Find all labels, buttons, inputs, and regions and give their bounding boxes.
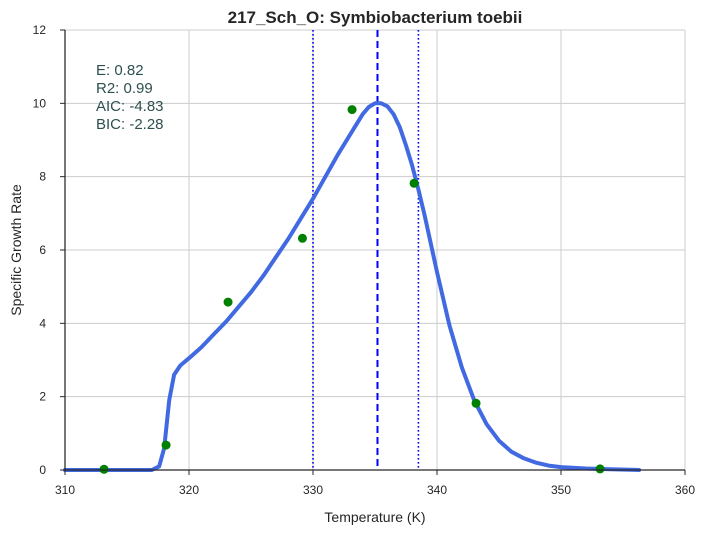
fit-statistic-line: E: 0.82 [96,62,144,79]
x-tick-label: 310 [55,483,75,497]
x-axis-label: Temperature (K) [324,509,425,525]
data-point [223,297,233,307]
x-tick-label: 340 [427,483,447,497]
y-tick-label: 12 [33,23,47,37]
chart-title: 217_Sch_O: Symbiobacterium toebii [228,8,523,27]
data-point [409,178,419,188]
y-axis-label: Specific Growth Rate [8,184,24,316]
y-tick-label: 8 [39,170,46,184]
data-points [99,105,605,474]
reference-lines [312,30,420,470]
y-tick-label: 10 [33,96,47,110]
data-point [161,440,171,450]
x-tick-label: 350 [551,483,571,497]
fit-statistic-line: R2: 0.99 [96,80,153,97]
y-tick-label: 4 [39,316,46,330]
y-tick-label: 2 [39,390,46,404]
y-tick-labels: 0 2 4 6 8 10 12 [33,23,65,477]
data-point [297,233,307,243]
y-tick-label: 0 [39,463,46,477]
fit-curve-line [63,101,642,472]
data-point [347,105,357,115]
x-tick-label: 360 [675,483,695,497]
x-tick-label: 320 [179,483,199,497]
x-tick-labels: 310 320 330 340 350 360 [55,470,695,497]
data-point [471,398,481,408]
data-point [595,464,605,474]
y-tick-label: 6 [39,243,46,257]
x-tick-label: 330 [303,483,323,497]
data-point [99,464,109,474]
fit-statistic-line: BIC: -2.28 [96,116,164,133]
fit-statistic-line: AIC: -4.83 [96,98,164,115]
